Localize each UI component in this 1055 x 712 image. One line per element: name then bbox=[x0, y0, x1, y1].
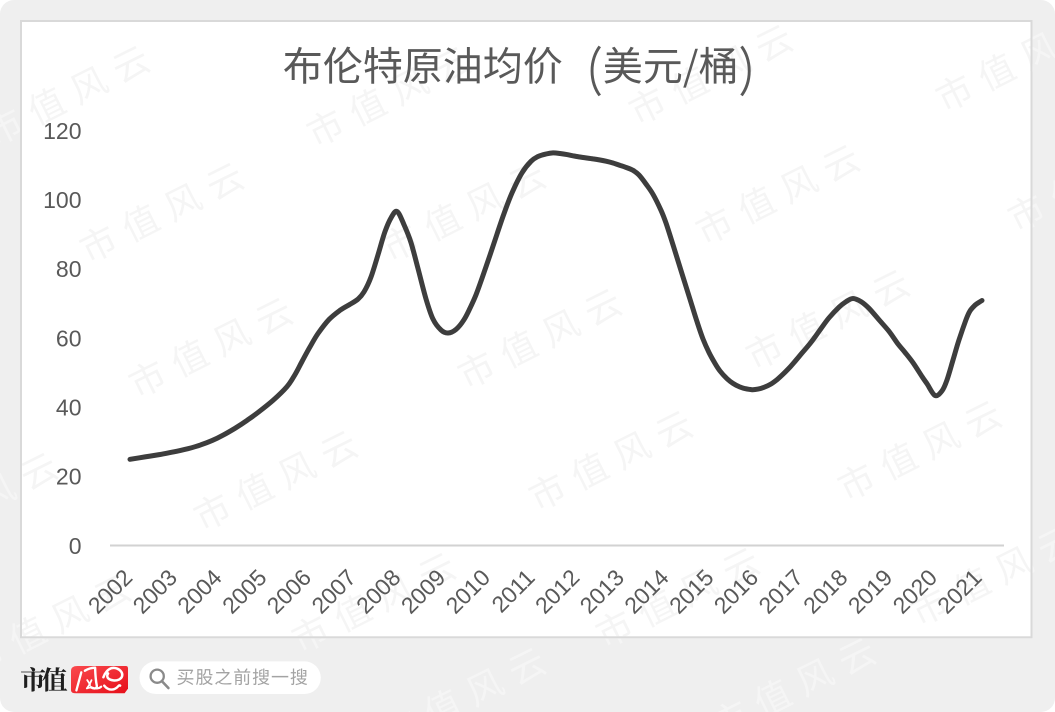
svg-text:40: 40 bbox=[56, 395, 82, 421]
svg-text:0: 0 bbox=[69, 533, 82, 559]
svg-text:20: 20 bbox=[56, 464, 82, 490]
svg-text:100: 100 bbox=[43, 187, 81, 213]
svg-text:80: 80 bbox=[56, 256, 82, 282]
svg-text:60: 60 bbox=[56, 325, 82, 351]
svg-text:120: 120 bbox=[43, 118, 81, 144]
